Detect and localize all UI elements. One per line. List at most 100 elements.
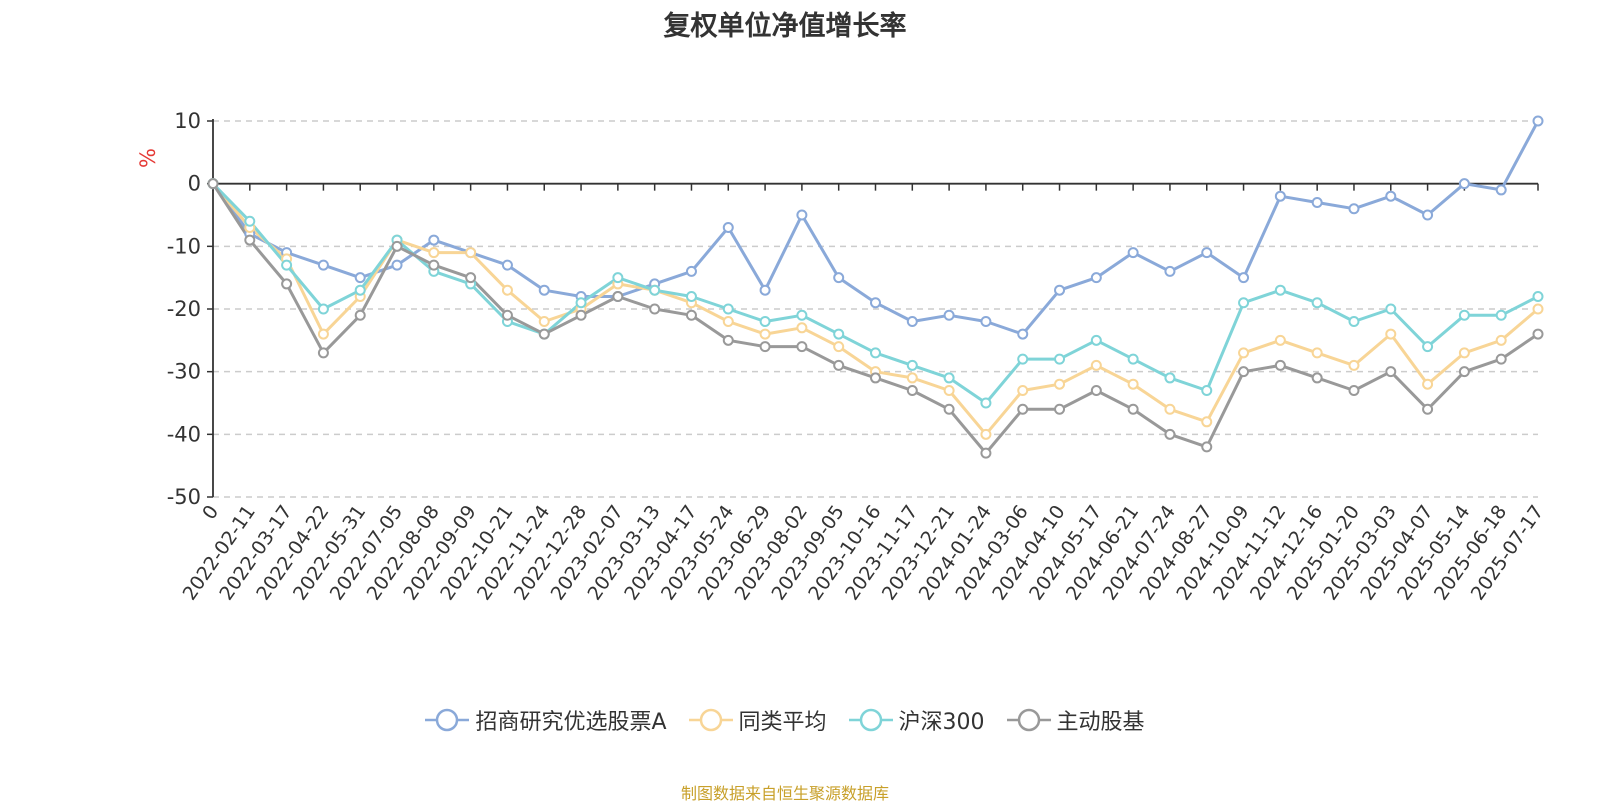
line-chart: % 100-10-20-30-40-5002022-02-112022-03-1… [136, 109, 1548, 604]
data-point [906, 384, 918, 396]
data-point [1385, 366, 1397, 378]
data-point [943, 372, 955, 384]
data-point [317, 303, 329, 315]
series-line [211, 182, 1539, 455]
data-point [317, 328, 329, 340]
data-point [354, 309, 366, 321]
data-point [1201, 384, 1213, 396]
data-point [1495, 353, 1507, 365]
data-point [1017, 328, 1029, 340]
data-point [1495, 184, 1507, 196]
data-point [870, 297, 881, 309]
source-note: 制图数据来自恒生聚源数据库 [680, 784, 889, 803]
data-point [1422, 403, 1434, 415]
data-point [870, 347, 881, 359]
data-point [1090, 272, 1102, 284]
data-point [1532, 115, 1544, 127]
data-point [796, 209, 808, 221]
data-point [1311, 372, 1323, 384]
data-point [207, 178, 219, 190]
data-point [685, 290, 697, 302]
data-point [906, 316, 918, 328]
data-point [1164, 403, 1176, 415]
data-point [722, 316, 734, 328]
data-point [501, 259, 513, 271]
data-point [833, 272, 845, 284]
data-point [906, 372, 918, 384]
data-point [833, 359, 845, 371]
data-point [1532, 328, 1544, 340]
data-point [354, 272, 366, 284]
chart-legend: 招商研究优选股票A 同类平均 沪深300 主动股基 [0, 704, 1570, 736]
data-point [759, 316, 771, 328]
data-point [1274, 190, 1286, 202]
data-point [1164, 265, 1176, 277]
data-point [1090, 359, 1102, 371]
data-point [980, 316, 992, 328]
data-point [870, 372, 881, 384]
data-point [796, 309, 808, 321]
data-point [1458, 309, 1470, 321]
data-point [317, 347, 329, 359]
data-point [428, 234, 440, 246]
data-point [1238, 347, 1250, 359]
data-point [1385, 303, 1397, 315]
data-point [1238, 272, 1250, 284]
data-point [354, 284, 366, 296]
data-point [980, 428, 992, 440]
data-point [1458, 178, 1470, 190]
data-point [1054, 403, 1066, 415]
data-point [722, 334, 734, 346]
data-point [281, 259, 293, 271]
x-tick-label: 0 [198, 501, 223, 524]
data-point [1311, 347, 1323, 359]
legend-item[interactable]: 同类平均 [688, 704, 827, 736]
y-tick-label: -30 [167, 360, 201, 384]
data-point [1311, 297, 1323, 309]
data-point [833, 328, 845, 340]
data-point [1495, 334, 1507, 346]
legend-swatch-icon [1006, 708, 1051, 732]
legend-swatch-icon [425, 708, 470, 732]
data-point [501, 284, 513, 296]
data-point [1127, 247, 1139, 259]
data-point [1017, 384, 1029, 396]
data-point [575, 309, 587, 321]
legend-item[interactable]: 招商研究优选股票A [425, 704, 667, 736]
data-point [538, 284, 550, 296]
data-point [1201, 441, 1213, 453]
data-point [465, 247, 477, 259]
data-point [796, 341, 808, 353]
data-point [1348, 316, 1360, 328]
data-point [1274, 334, 1286, 346]
data-point [1274, 284, 1286, 296]
data-point [1348, 384, 1360, 396]
data-point [428, 259, 440, 271]
legend-item[interactable]: 沪深300 [848, 704, 985, 736]
data-point [1164, 372, 1176, 384]
data-point [244, 234, 256, 246]
y-tick-label: -40 [167, 422, 201, 446]
data-point [1422, 341, 1434, 353]
data-point [980, 447, 992, 459]
y-axis-label: % [136, 148, 160, 168]
legend-item[interactable]: 主动股基 [1006, 704, 1145, 736]
data-point [833, 341, 845, 353]
data-point [244, 215, 256, 227]
data-point [906, 359, 918, 371]
data-point [1090, 334, 1102, 346]
data-point [649, 284, 661, 296]
data-point [1017, 403, 1029, 415]
legend-swatch-icon [848, 708, 893, 732]
data-point [538, 316, 550, 328]
data-point [575, 297, 587, 309]
data-point [612, 272, 624, 284]
data-point [391, 259, 403, 271]
data-point [1458, 347, 1470, 359]
data-point [1127, 378, 1139, 390]
data-point [1274, 359, 1286, 371]
data-point [1532, 290, 1544, 302]
data-point [1385, 190, 1397, 202]
data-point [685, 309, 697, 321]
data-point [1054, 378, 1066, 390]
